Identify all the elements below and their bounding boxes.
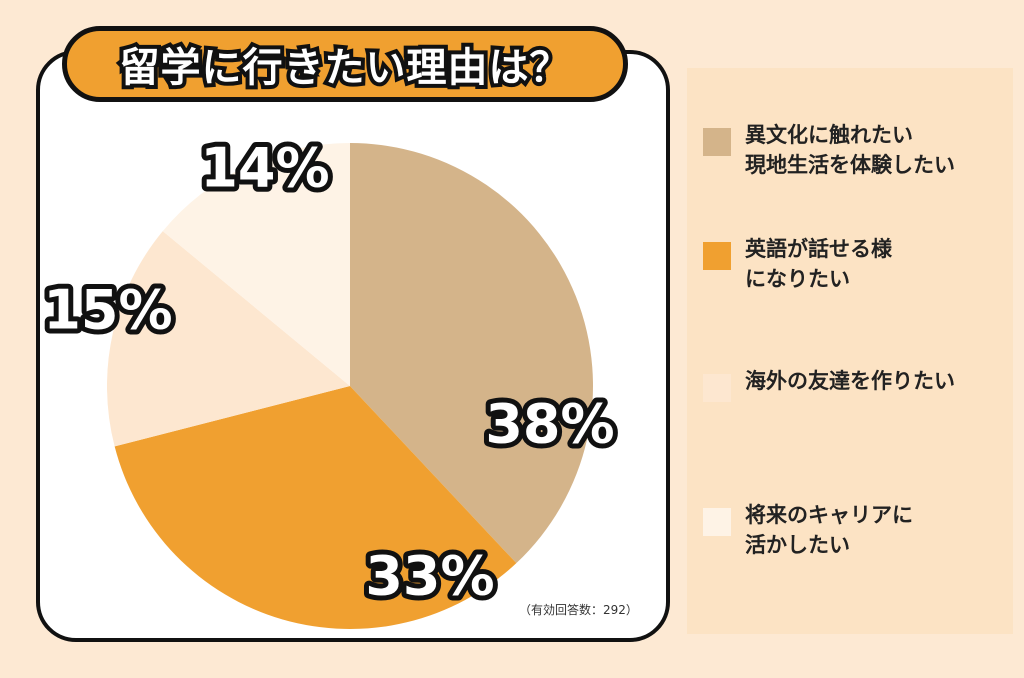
pie-slice-0 [350,143,593,564]
title-banner: 留学に行きたい理由は？ [62,26,628,102]
legend-label-3-line-2: 活かしたい [745,533,850,557]
legend-label-1-line-2: になりたい [745,267,850,291]
pie-slice-3 [162,143,350,386]
legend-swatch-2 [703,374,731,402]
slice-percent-label-0: 38% [485,393,614,456]
legend-label-0-line-2: 現地生活を体験したい [745,153,955,177]
legend-label-3-line-1: 将来のキャリアに [745,503,913,527]
legend-item-1: 英語が話せる様 になりたい [703,234,892,294]
slice-percent-label-3: 14% [200,137,329,200]
legend-label-0-line-1: 異文化に触れたい [745,123,913,147]
legend-label-1-line-1: 英語が話せる様 [745,237,892,261]
slice-percent-label-1: 33% [365,545,494,608]
pie-slice-1 [114,386,517,629]
legend-swatch-1 [703,242,731,270]
legend-item-3: 将来のキャリアに 活かしたい [703,500,913,560]
legend-swatch-0 [703,128,731,156]
legend-item-2: 海外の友達を作りたい [703,366,955,402]
legend-item-0: 異文化に触れたい 現地生活を体験したい [703,120,955,180]
pie-slice-2 [107,231,350,447]
response-count-note: （有効回答数：292） [519,603,638,617]
slice-percent-label-2: 15% [43,279,172,342]
chart-title: 留学に行きたい理由は？ [116,41,574,95]
legend-label-2-line-1: 海外の友達を作りたい [745,369,955,393]
legend: 異文化に触れたい 現地生活を体験したい 英語が話せる様 になりたい 海外の友達を… [687,68,1013,634]
legend-swatch-3 [703,508,731,536]
